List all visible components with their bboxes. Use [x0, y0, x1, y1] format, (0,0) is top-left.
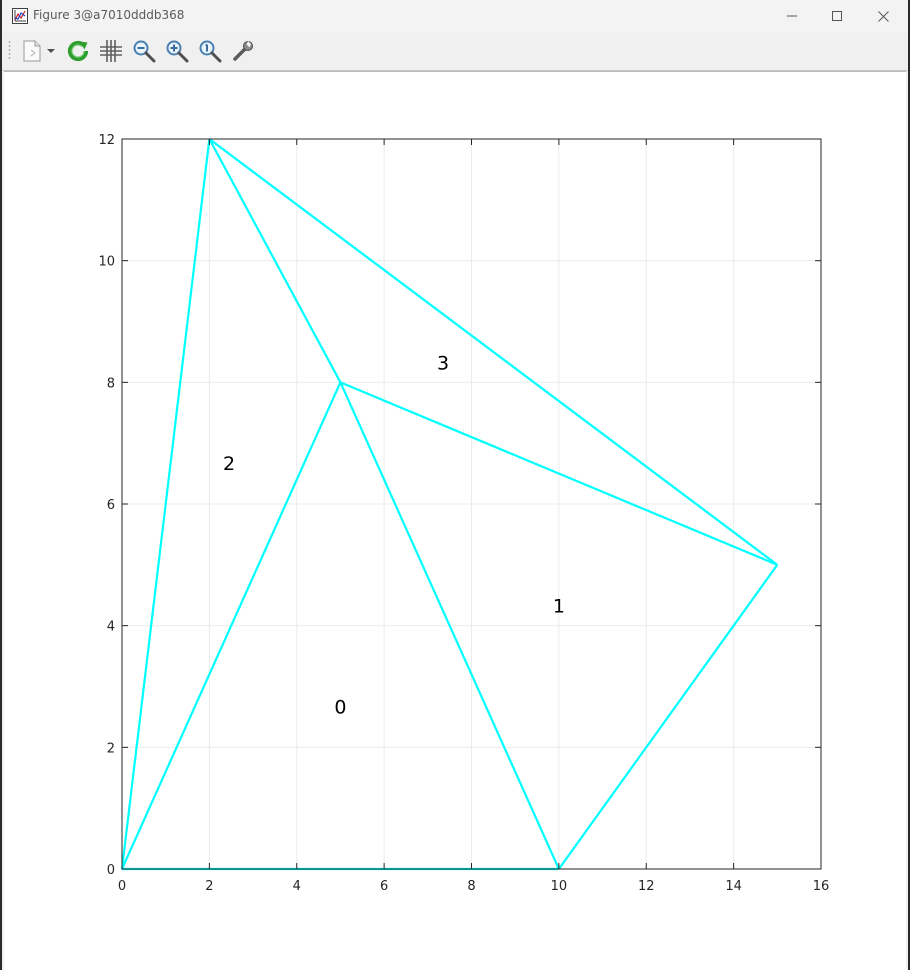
- y-tick-label: 12: [98, 133, 115, 148]
- y-tick-label: 6: [107, 498, 115, 513]
- zoom-reset-button[interactable]: [196, 37, 224, 65]
- triangle-edge: [120, 381, 342, 870]
- zoom-out-icon: [133, 40, 156, 63]
- y-tick-label: 4: [107, 620, 115, 635]
- window-title: Figure 3@a7010dddb368: [33, 8, 185, 22]
- triangle-edge: [208, 138, 342, 383]
- dropdown-arrow-button[interactable]: [45, 37, 57, 65]
- maximize-button[interactable]: [814, 0, 860, 32]
- minimize-icon: [787, 15, 797, 17]
- title-bar[interactable]: Figure 3@a7010dddb368: [2, 0, 908, 32]
- chevron-down-icon: [47, 49, 55, 53]
- x-tick-label: 6: [380, 879, 388, 894]
- zoom-in-button[interactable]: [163, 37, 191, 65]
- x-tick-label: 4: [293, 879, 301, 894]
- triangle-edge: [557, 564, 779, 870]
- refresh-button[interactable]: [64, 37, 92, 65]
- grid-button[interactable]: [97, 37, 125, 65]
- document-icon: [23, 40, 41, 62]
- y-tick-label: 0: [107, 863, 115, 878]
- x-tick-label: 8: [467, 879, 475, 894]
- refresh-icon: [67, 40, 89, 62]
- maximize-icon: [832, 11, 842, 21]
- grid-lines: [121, 138, 822, 870]
- close-button[interactable]: [860, 0, 906, 32]
- grid-icon: [100, 40, 122, 62]
- triangle-label: 3: [437, 352, 449, 374]
- y-tick-label: 10: [98, 255, 115, 270]
- zoom-reset-icon: [199, 40, 222, 63]
- x-tick-label: 12: [638, 879, 655, 894]
- x-tick-label: 14: [725, 879, 742, 894]
- toolbar-grip-handle[interactable]: [8, 40, 11, 62]
- triangle-edge: [339, 381, 560, 870]
- figure-toolbar: [2, 32, 908, 71]
- x-tick-label: 2: [205, 879, 213, 894]
- x-tick-label: 10: [551, 879, 568, 894]
- y-tick-label: 8: [107, 376, 115, 391]
- x-tick-label: 0: [118, 879, 126, 894]
- x-tick-label: 16: [813, 879, 830, 894]
- zoom-out-button[interactable]: [130, 37, 158, 65]
- figure-app-icon: [12, 8, 28, 24]
- triangle-label: 1: [553, 596, 565, 618]
- wrench-icon: [233, 41, 253, 61]
- triangle-edge: [120, 138, 211, 870]
- triangle-edge: [340, 381, 778, 566]
- close-icon: [877, 10, 889, 22]
- triangle-label: 0: [334, 697, 346, 719]
- y-tick-label: 2: [107, 741, 115, 756]
- zoom-in-icon: [166, 40, 189, 63]
- region-labels: 0 1 2 3: [223, 352, 565, 718]
- minimize-button[interactable]: [769, 0, 815, 32]
- triangle-edge: [208, 138, 778, 566]
- settings-button[interactable]: [229, 37, 257, 65]
- new-figure-button[interactable]: [18, 37, 46, 65]
- triangle-label: 2: [223, 453, 235, 475]
